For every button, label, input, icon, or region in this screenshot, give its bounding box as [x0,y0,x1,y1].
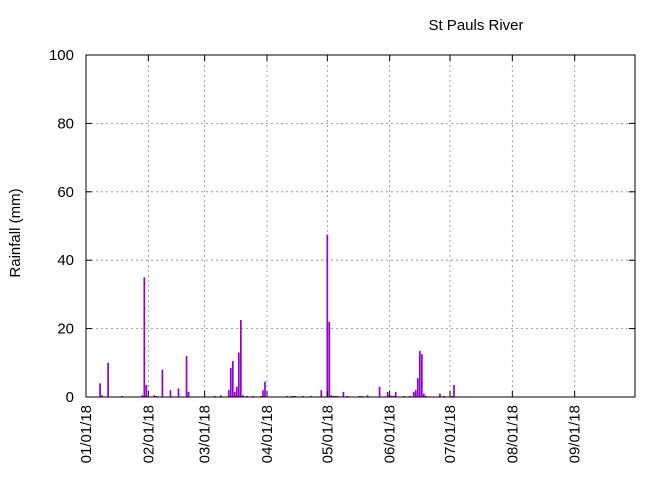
rainfall-bar [141,395,144,397]
rainfall-bar [394,391,397,397]
rainfall-bar [143,277,146,397]
grid-lines [86,55,635,397]
x-tick-label: 08/01/18 [504,405,521,463]
rainfall-bar [233,391,236,397]
rainfall-bar [412,391,415,397]
rainfall-bar [242,395,244,397]
y-tick-label: 40 [57,252,74,269]
y-tick-label: 100 [49,47,74,64]
rainfall-bar [229,367,232,397]
rainfall-bar [237,352,240,397]
x-tick-label: 01/01/18 [78,405,95,463]
rainfall-bar [185,355,188,397]
rainfall-bar [155,395,158,397]
rainfall-bars [99,234,455,397]
chart-title: St Pauls River [428,17,523,34]
x-tick-label: 05/01/18 [319,405,336,463]
rainfall-bar [334,395,337,397]
y-tick-label: 80 [57,115,74,132]
rainfall-bar [443,395,445,397]
rainfall-bar [366,395,369,397]
x-tick-label: 04/01/18 [259,405,276,463]
rainfall-bar [246,395,248,397]
x-tick-label: 06/01/18 [382,405,399,463]
rainfall-bar [219,395,222,397]
rainfall-bar [358,395,361,397]
rainfall-bar [342,391,345,397]
rainfall-bar [169,390,172,397]
rainfall-bar [360,395,363,397]
axis-ticks: 0 20 40 60 80 100 01/01/18 02/01/18 03/01/18 04/0… [49,47,635,463]
rainfall-bar [392,395,395,397]
rainfall-bar [346,395,349,397]
rainfall-bar [239,320,242,397]
y-axis-label: Rainfall (mm) [7,188,24,277]
rainfall-bar [418,350,421,397]
rainfall-bar [402,395,405,397]
rainfall-bar [260,395,262,397]
rainfall-bar [416,378,419,397]
rainfall-bar [439,393,441,397]
rainfall-bar [213,395,216,397]
rainfall-bar [227,390,230,397]
rainfall-bar [326,234,329,397]
rainfall-bar [451,395,453,397]
y-tick-label: 20 [57,321,74,338]
rainfall-bar [290,395,292,397]
rainfall-bar [187,391,190,397]
rainfall-bar [235,386,238,397]
rainfall-bar [302,395,305,397]
rainfall-bar [294,395,296,397]
x-tick-label: 02/01/18 [140,405,157,463]
rainfall-bar [101,395,103,397]
rainfall-bar [378,386,381,397]
rainfall-bar [390,395,393,397]
rainfall-bar [453,385,455,397]
y-tick-label: 60 [57,184,74,201]
rainfall-bar [161,369,164,397]
rainfall-bar [177,388,180,397]
rainfall-bar [420,354,423,397]
x-tick-label: 03/01/18 [197,405,214,463]
rainfall-bar [262,390,264,397]
rainfall-bar [408,395,411,397]
rainfall-bar [153,395,156,397]
rainfall-bar [231,361,234,397]
plot-frame [85,54,636,398]
y-tick-label: 0 [66,389,74,406]
rainfall-bar [107,362,109,397]
rainfall-bar [99,383,101,397]
rainfall-bar [330,395,333,397]
rainfall-bar [425,395,427,397]
x-tick-label: 09/01/18 [567,405,584,463]
rainfall-bar [336,395,339,397]
rainfall-bar [145,385,148,397]
rainfall-bar [332,395,335,397]
rainfall-bar [422,393,425,397]
rainfall-bar [264,381,266,397]
rainfall-bar [310,395,313,397]
x-tick-label: 07/01/18 [442,405,459,463]
rainfall-bar [292,395,294,397]
rainfall-bar [252,395,254,397]
rainfall-bar [386,391,389,397]
rainfall-bar [286,395,288,397]
rainfall-bar [414,390,417,397]
rainfall-bar [121,395,124,397]
rainfall-bar [320,390,323,397]
rainfall-bar [328,321,331,397]
